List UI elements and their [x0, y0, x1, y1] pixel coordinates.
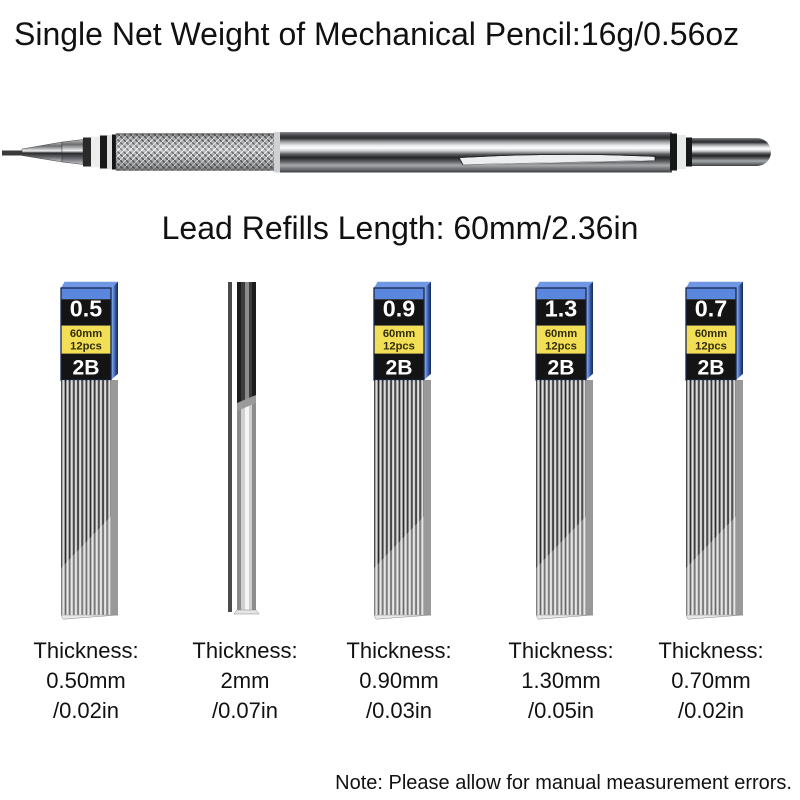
svg-text:0.7: 0.7	[695, 295, 727, 321]
svg-text:60mm: 60mm	[383, 328, 415, 340]
svg-text:2B: 2B	[548, 356, 575, 379]
svg-text:2B: 2B	[386, 356, 413, 379]
svg-text:12pcs: 12pcs	[70, 340, 102, 352]
svg-text:2B: 2B	[73, 356, 100, 379]
svg-text:12pcs: 12pcs	[545, 340, 577, 352]
svg-text:12pcs: 12pcs	[695, 340, 727, 352]
svg-text:60mm: 60mm	[545, 328, 577, 340]
svg-text:12pcs: 12pcs	[383, 340, 415, 352]
svg-text:1.3: 1.3	[545, 295, 577, 321]
svg-text:0.5: 0.5	[70, 295, 102, 321]
svg-text:2B: 2B	[698, 356, 725, 379]
svg-text:0.9: 0.9	[383, 295, 415, 321]
svg-text:60mm: 60mm	[70, 328, 102, 340]
svg-text:60mm: 60mm	[695, 328, 727, 340]
